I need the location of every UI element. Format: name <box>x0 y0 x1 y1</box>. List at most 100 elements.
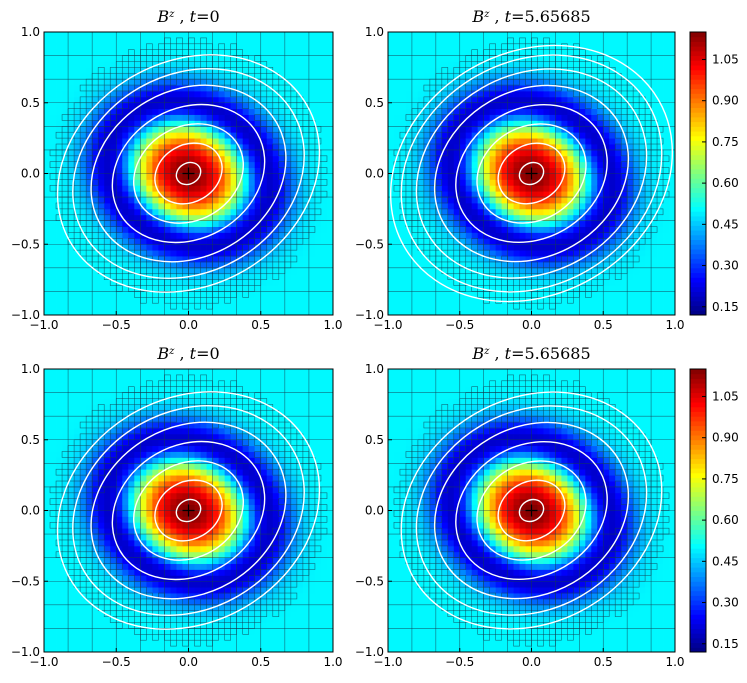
heat-cell <box>206 126 213 133</box>
heat-cell <box>459 49 467 56</box>
heat-cell <box>164 67 171 74</box>
heat-cell <box>597 114 604 121</box>
heat-cell <box>411 67 419 74</box>
heat-cell <box>158 173 165 180</box>
heat-cell <box>597 214 604 222</box>
heat-cell <box>170 67 177 74</box>
heat-cell <box>56 244 63 251</box>
heat-cell <box>453 179 461 186</box>
heat-cell <box>68 96 75 104</box>
heat-cell <box>260 238 268 245</box>
heat-cell <box>128 49 135 56</box>
heat-cell <box>248 202 256 210</box>
heat-cell <box>230 297 238 304</box>
heat-cell <box>104 267 111 275</box>
heat-cell <box>104 297 111 304</box>
heat-cell <box>423 197 431 204</box>
heat-cell <box>513 261 520 269</box>
heat-cell <box>579 49 586 56</box>
heat-cell <box>501 67 508 74</box>
heat-cell <box>194 132 201 139</box>
heat-cell <box>609 279 616 286</box>
mesh-cell <box>109 90 117 98</box>
heat-cell <box>477 291 485 298</box>
heat-cell <box>236 238 244 245</box>
heat-cell <box>393 185 401 192</box>
heat-cell <box>525 32 532 39</box>
heat-cell <box>134 220 141 227</box>
heat-cell <box>531 126 538 133</box>
heat-cell <box>579 37 586 45</box>
heat-cell <box>188 309 195 316</box>
heat-cell <box>639 279 646 286</box>
heat-cell <box>531 279 538 286</box>
heat-cell <box>242 185 250 192</box>
heat-cell <box>218 273 226 281</box>
heat-cell <box>152 155 159 163</box>
heat-cell <box>525 132 532 139</box>
heat-cell <box>603 155 610 163</box>
heat-cell <box>80 73 87 80</box>
heat-cell <box>92 55 99 62</box>
mesh-cell <box>236 285 243 292</box>
heat-cell <box>44 297 51 304</box>
heat-cell <box>561 214 568 222</box>
heat-cell <box>116 173 123 180</box>
heat-cell <box>278 55 286 62</box>
mesh-cell <box>109 232 117 239</box>
heat-cell <box>308 120 316 127</box>
heat-cell <box>248 61 256 68</box>
heat-cell <box>314 267 322 275</box>
heat-cell <box>567 90 574 98</box>
heat-cell <box>651 244 658 251</box>
heat-cell <box>633 37 640 45</box>
heat-cell <box>453 309 461 316</box>
heat-cell <box>633 161 640 169</box>
heat-cell <box>56 96 63 104</box>
heat-cell <box>86 90 93 98</box>
mesh-cell <box>109 243 117 251</box>
heat-cell <box>224 297 232 304</box>
heat-cell <box>447 297 455 304</box>
heat-cell <box>284 55 292 62</box>
heat-cell <box>74 303 81 310</box>
heat-cell <box>212 244 219 251</box>
heat-cell <box>56 120 63 127</box>
heat-cell <box>68 138 75 145</box>
mesh-cell <box>272 96 280 104</box>
heat-cell <box>302 261 310 269</box>
heat-cell <box>525 114 532 121</box>
heat-cell <box>200 55 207 62</box>
heat-cell <box>206 208 213 216</box>
heat-cell <box>116 43 123 51</box>
heat-cell <box>242 291 250 298</box>
heat-cell <box>86 43 93 51</box>
heat-cell <box>128 273 135 281</box>
heat-cell <box>411 37 419 45</box>
heat-cell <box>50 214 57 222</box>
heat-cell <box>146 279 153 286</box>
heat-cell <box>194 226 201 233</box>
heat-cell <box>459 297 467 304</box>
heat-cell <box>501 167 508 174</box>
heat-cell <box>80 250 87 257</box>
heat-cell <box>224 256 232 263</box>
heat-cell <box>74 297 81 304</box>
heat-cell <box>308 108 316 115</box>
heat-cell <box>290 144 298 151</box>
heat-cell <box>525 250 532 257</box>
mesh-cell <box>73 126 81 133</box>
heat-cell <box>92 191 99 198</box>
heat-cell <box>489 309 497 316</box>
heat-cell <box>495 291 503 298</box>
heat-cell <box>441 73 449 80</box>
heat-cell <box>50 102 57 110</box>
heat-cell <box>423 303 431 310</box>
heat-cell <box>278 49 286 56</box>
heat-cell <box>591 267 598 275</box>
heat-cell <box>507 232 514 239</box>
heat-cell <box>549 114 556 121</box>
heat-cell <box>206 120 213 127</box>
heat-cell <box>465 273 473 281</box>
heat-cell <box>435 309 443 316</box>
